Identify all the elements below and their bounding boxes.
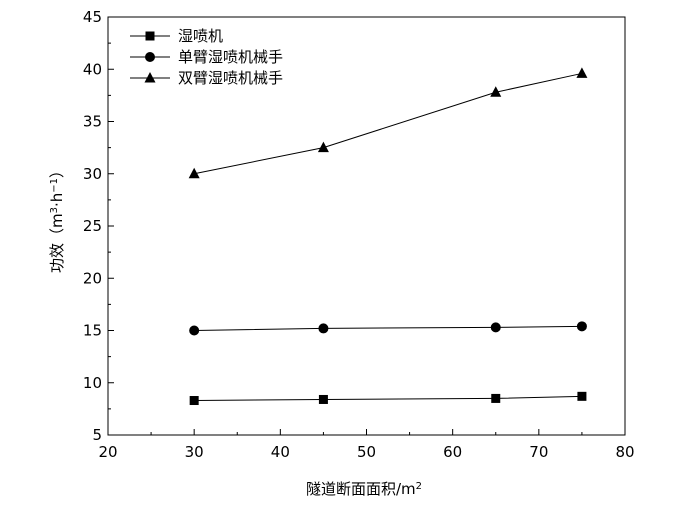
y-tick-label: 25 <box>83 217 102 235</box>
x-tick-label: 70 <box>529 443 548 461</box>
y-tick-label: 5 <box>92 426 102 444</box>
x-tick-label: 40 <box>271 443 290 461</box>
data-point-triangle <box>188 167 200 179</box>
y-tick-label: 20 <box>83 269 102 287</box>
series-line <box>194 395 582 402</box>
x-tick-label: 50 <box>357 443 376 461</box>
legend-marker-circle <box>145 52 155 62</box>
data-point-circle <box>490 322 501 333</box>
data-point-circle <box>576 321 587 332</box>
data-point-square <box>318 394 328 404</box>
y-tick-label: 15 <box>83 322 102 340</box>
y-tick-label: 45 <box>83 8 102 26</box>
series-line <box>194 72 583 175</box>
data-point-circle <box>318 323 329 334</box>
y-tick-label: 10 <box>83 374 102 392</box>
y-axis: 5 10 15 20 25 30 35 40 45 <box>83 8 114 444</box>
legend-item: 单臂湿喷机械手 <box>130 48 283 66</box>
x-tick-label: 80 <box>615 443 634 461</box>
legend-item: 湿喷机 <box>130 27 223 45</box>
series-2 <box>189 321 587 336</box>
legend-item: 双臂湿喷机械手 <box>130 69 283 87</box>
y-axis-title: 功效（m3·h−1） <box>48 163 66 273</box>
legend-marker-triangle <box>144 72 156 83</box>
x-tick-label: 20 <box>98 443 117 461</box>
series-layer <box>188 67 588 406</box>
data-point-square <box>577 391 587 401</box>
legend-label: 单臂湿喷机械手 <box>178 48 283 66</box>
series-3 <box>188 67 588 179</box>
y-tick-label: 35 <box>83 113 102 131</box>
y-tick-label: 30 <box>83 165 102 183</box>
series-1 <box>189 391 587 406</box>
x-axis-title: 隧道断面面积/m2 <box>306 480 422 498</box>
legend-marker-square <box>145 31 155 41</box>
x-tick-label: 30 <box>185 443 204 461</box>
y-tick-label: 40 <box>83 60 102 78</box>
data-point-triangle <box>576 67 588 78</box>
data-point-square <box>189 396 199 406</box>
data-point-triangle <box>490 86 502 97</box>
x-tick-label: 60 <box>443 443 462 461</box>
series-line <box>194 325 582 331</box>
x-axis: 20 30 40 50 60 70 80 <box>98 429 635 461</box>
legend-label: 湿喷机 <box>178 27 223 45</box>
data-point-square <box>491 393 501 403</box>
data-point-triangle <box>317 141 329 153</box>
legend-label: 双臂湿喷机械手 <box>178 69 283 87</box>
data-point-circle <box>189 325 200 336</box>
